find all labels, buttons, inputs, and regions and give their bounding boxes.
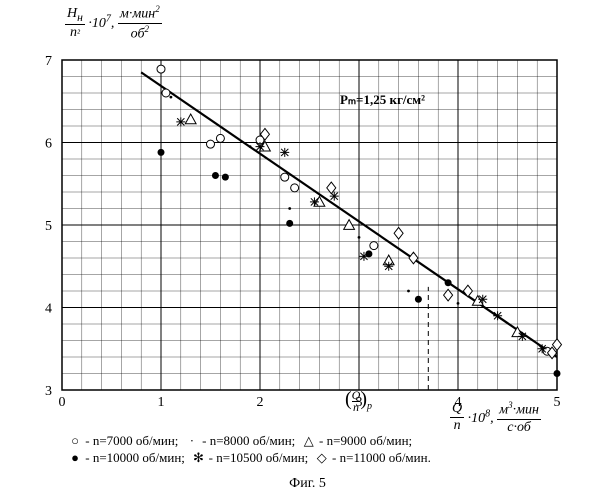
plot-area: 01234534567	[0, 0, 615, 430]
svg-text:1: 1	[158, 395, 165, 410]
y-axis-title: Hн n² ·107, м·мин2 об2	[65, 4, 162, 42]
qnp-label: ( Q n )p	[345, 388, 372, 413]
figure-wrap: Hн n² ·107, м·мин2 об2 01234534567 ( Q n…	[0, 0, 615, 500]
svg-text:2: 2	[257, 395, 264, 410]
svg-text:7: 7	[45, 54, 52, 69]
svg-text:3: 3	[45, 384, 52, 399]
annotation-pm: Pₘ=1,25 кг/см²	[340, 92, 425, 108]
svg-text:6: 6	[45, 137, 52, 152]
svg-text:5: 5	[554, 395, 561, 410]
svg-text:0: 0	[59, 395, 66, 410]
legend: ○ - n=7000 об/мин; · - n=8000 об/мин; △ …	[68, 432, 568, 466]
x-axis-title: Q n ·108, м3·мин с·об	[450, 400, 541, 436]
figure-caption: Фиг. 5	[0, 476, 615, 492]
svg-text:4: 4	[45, 302, 52, 317]
svg-text:5: 5	[45, 219, 52, 234]
